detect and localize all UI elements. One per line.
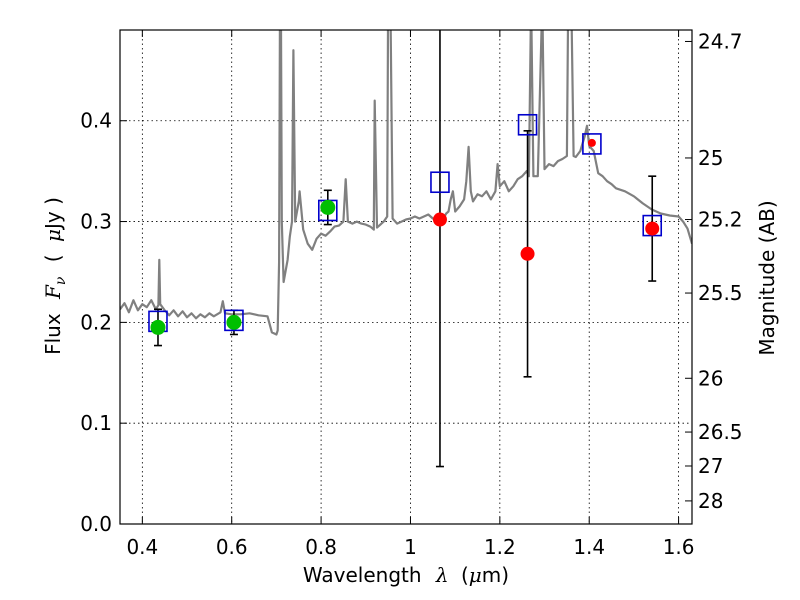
green-data-point	[320, 199, 336, 215]
x-tick-label: 0.6	[216, 535, 248, 559]
mag-tick-label: 26	[698, 366, 723, 390]
x-tick-label: 1.6	[663, 535, 695, 559]
y-tick-label: 0.3	[80, 210, 112, 234]
red-data-point	[432, 212, 447, 227]
x-tick-label: 1.4	[573, 535, 605, 559]
y-tick-label: 0.0	[80, 512, 112, 536]
model-box-marker	[224, 309, 244, 332]
y-axis-label-unit-rest: Jy )	[41, 197, 65, 231]
x-axis-label-unit-rest: m)	[482, 563, 509, 587]
mag-tick-label: 27	[698, 454, 723, 478]
y-axis-label-symbol: F	[41, 284, 65, 300]
red-data-point	[587, 138, 596, 147]
model-box-marker	[430, 171, 450, 194]
x-axis-label-unit-symbol: μ	[469, 563, 482, 587]
x-axis-label-unit-open: (	[461, 563, 469, 587]
grid	[120, 30, 692, 525]
x-tick-label: 1.2	[484, 535, 516, 559]
x-tick-label: 1	[404, 535, 417, 559]
y-axis-label-unit-symbol: μ	[41, 229, 65, 242]
y-tick-label: 0.1	[80, 411, 112, 435]
x-axis-label-symbol: λ	[435, 563, 449, 587]
y2-axis-label: Magnitude (AB)	[755, 200, 779, 355]
y-axis-label-prefix: Flux	[41, 313, 65, 355]
green-data-point	[150, 319, 166, 335]
mag-tick-label: 24.7	[698, 29, 743, 53]
green-data-point	[226, 314, 242, 330]
x-tick-label: 0.8	[305, 535, 337, 559]
y-axis-label-subscript: ν	[53, 276, 69, 285]
plot-content	[120, 30, 692, 468]
red-data-point	[645, 221, 660, 236]
mag-tick-label: 25	[698, 146, 723, 170]
y-axis-label: Flux Fν ( μJy )	[41, 197, 70, 355]
x-tick-label: 0.4	[126, 535, 158, 559]
axis-ticks: 0.4 0.6 0.8 1 1.2 1.4 1.6 0.0 0.1 0.2 0.3 0.4 24.7 25…	[80, 29, 742, 559]
model-box-marker	[517, 113, 538, 136]
mag-tick-label: 25.2	[698, 208, 743, 232]
y-tick-label: 0.2	[80, 310, 112, 334]
red-data-point	[520, 246, 535, 261]
x-axis-label-prefix: Wavelength	[303, 563, 422, 587]
y-tick-label: 0.4	[80, 109, 112, 133]
mag-tick-label: 26.5	[698, 420, 743, 444]
x-axis-label: Wavelength λ (μm)	[303, 563, 509, 587]
y-axis-label-unit-open: (	[41, 254, 65, 262]
plot-frame	[119, 29, 693, 525]
model-box-marker	[582, 133, 602, 155]
spectrum-line	[120, 30, 692, 336]
mag-tick-label: 28	[698, 489, 723, 513]
mag-tick-label: 25.5	[698, 281, 743, 305]
